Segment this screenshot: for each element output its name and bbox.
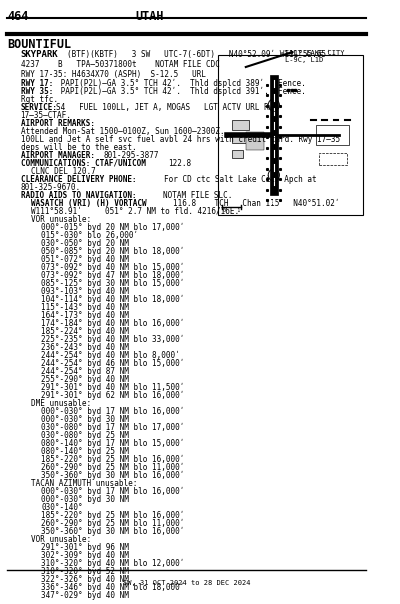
Bar bbox=[316, 125, 348, 145]
Text: VOR unusable:: VOR unusable: bbox=[31, 535, 91, 544]
Text: SKYPARK: SKYPARK bbox=[20, 50, 58, 59]
Text: 4237    B   TPA—50371800t    NOTAM FILE CDC: 4237 B TPA—50371800t NOTAM FILE CDC bbox=[20, 60, 220, 69]
Bar bbox=[232, 150, 243, 158]
Text: 291°-301° byd 40 NM blo 11,500ʹ: 291°-301° byd 40 NM blo 11,500ʹ bbox=[41, 383, 184, 392]
Text: RWY 17:: RWY 17: bbox=[20, 79, 53, 88]
Text: 0    1: 0 1 bbox=[223, 208, 240, 213]
Text: 051°-072° byd 40 NM: 051°-072° byd 40 NM bbox=[41, 255, 129, 264]
Text: 801-325-9670.: 801-325-9670. bbox=[20, 183, 81, 192]
Bar bbox=[246, 132, 264, 150]
Text: AIRPORT REMARKS:: AIRPORT REMARKS: bbox=[20, 119, 94, 128]
Text: CLEARANCE DELIVERY PHONE:: CLEARANCE DELIVERY PHONE: bbox=[20, 175, 136, 184]
Text: 000°-030° byd 30 NM: 000°-030° byd 30 NM bbox=[41, 495, 129, 504]
Text: 336°-346° byd 40 NM blo 18,000ʹ: 336°-346° byd 40 NM blo 18,000ʹ bbox=[41, 583, 184, 592]
Text: 104°-114° byd 40 NM blo 18,000ʹ: 104°-114° byd 40 NM blo 18,000ʹ bbox=[41, 295, 184, 304]
Text: 030°-080° byd 25 NM: 030°-080° byd 25 NM bbox=[41, 431, 129, 440]
Text: RWY 17-35: H4634X70 (ASPH)  S-12.5   URL: RWY 17-35: H4634X70 (ASPH) S-12.5 URL bbox=[20, 70, 206, 79]
Text: 050°-085° byd 20 NM blo 18,000ʹ: 050°-085° byd 20 NM blo 18,000ʹ bbox=[41, 247, 184, 256]
Text: 030°-080° byd 17 NM blo 17,000ʹ: 030°-080° byd 17 NM blo 17,000ʹ bbox=[41, 423, 184, 432]
Text: 185°-220° byd 25 NM blo 16,000ʹ: 185°-220° byd 25 NM blo 16,000ʹ bbox=[41, 511, 184, 520]
Text: RWY 35:: RWY 35: bbox=[20, 87, 53, 96]
Text: 291°-301° byd 96 NM: 291°-301° byd 96 NM bbox=[41, 543, 129, 552]
Text: 000°-030° byd 17 NM blo 16,000ʹ: 000°-030° byd 17 NM blo 16,000ʹ bbox=[41, 487, 184, 496]
Text: 310°-320° byd 40 NM blo 12,000ʹ: 310°-320° byd 40 NM blo 12,000ʹ bbox=[41, 559, 184, 568]
Text: 000°-030° byd 17 NM blo 16,000ʹ: 000°-030° byd 17 NM blo 16,000ʹ bbox=[41, 407, 184, 416]
Text: 347°-029° byd 40 NM: 347°-029° byd 40 NM bbox=[41, 591, 129, 600]
Text: 244°-254° byd 46 NM blo 15,000ʹ: 244°-254° byd 46 NM blo 15,000ʹ bbox=[41, 359, 184, 368]
Text: 17: 17 bbox=[270, 66, 278, 71]
Text: W111°58.91ʹ     051° 2.7 NM to fld. 4216/16E.: W111°58.91ʹ 051° 2.7 NM to fld. 4216/16E… bbox=[31, 207, 239, 216]
Text: 244°-254° byd 87 NM: 244°-254° byd 87 NM bbox=[41, 367, 129, 376]
Text: COMMUNICATIONS: CTAF/UNICOM: COMMUNICATIONS: CTAF/UNICOM bbox=[20, 159, 146, 168]
Text: SALT LAKE CITY
L-9C, L1D: SALT LAKE CITY L-9C, L1D bbox=[285, 50, 344, 63]
Text: 35: 35 bbox=[270, 201, 278, 205]
Text: 244°-254° byd 40 NM blo 8,000ʹ: 244°-254° byd 40 NM blo 8,000ʹ bbox=[41, 351, 180, 360]
Text: 260°-290° byd 25 NM blo 11,000ʹ: 260°-290° byd 25 NM blo 11,000ʹ bbox=[41, 463, 184, 472]
Bar bbox=[319, 153, 347, 165]
Text: UTAH: UTAH bbox=[135, 10, 164, 23]
Text: 302°-309° byd 40 NM: 302°-309° byd 40 NM bbox=[41, 551, 129, 560]
Bar bbox=[232, 135, 248, 143]
Text: 310°-320° byd 52 NM: 310°-320° byd 52 NM bbox=[41, 567, 129, 576]
Text: Attended Mon-Sat 1500–0100Z, Sun 1600–2300Z.: Attended Mon-Sat 1500–0100Z, Sun 1600–23… bbox=[20, 127, 224, 136]
Text: 115°-143° byd 40 NM: 115°-143° byd 40 NM bbox=[41, 303, 129, 312]
Text: 030°-050° byd 20 NM: 030°-050° byd 20 NM bbox=[41, 239, 129, 248]
Text: 322°-326° byd 40 NM: 322°-326° byd 40 NM bbox=[41, 575, 129, 584]
Text: 255°-290° byd 40 NM: 255°-290° byd 40 NM bbox=[41, 375, 129, 384]
Text: 164°-173° byd 40 NM: 164°-173° byd 40 NM bbox=[41, 311, 129, 320]
Text: RADIO AIDS TO NAVIGATION:: RADIO AIDS TO NAVIGATION: bbox=[20, 191, 136, 200]
Text: 000°-030° byd 30 NM: 000°-030° byd 30 NM bbox=[41, 415, 129, 424]
Bar bbox=[232, 120, 248, 130]
Text: AIRPORT MANAGER:: AIRPORT MANAGER: bbox=[20, 151, 94, 160]
Text: For CD ctc Salt Lake City Apch at: For CD ctc Salt Lake City Apch at bbox=[164, 175, 316, 184]
Text: 291°-301° byd 62 NM blo 16,000ʹ: 291°-301° byd 62 NM blo 16,000ʹ bbox=[41, 391, 184, 400]
Text: WASATCH (VRI) (H) VORTACW: WASATCH (VRI) (H) VORTACW bbox=[31, 199, 146, 208]
Text: 174°-184° byd 40 NM blo 16,000ʹ: 174°-184° byd 40 NM blo 16,000ʹ bbox=[41, 319, 184, 328]
Text: 000°-015° byd 20 NM blo 17,000ʹ: 000°-015° byd 20 NM blo 17,000ʹ bbox=[41, 223, 184, 232]
Text: 080°-140° byd 25 NM: 080°-140° byd 25 NM bbox=[41, 447, 129, 456]
Text: 122.8: 122.8 bbox=[168, 159, 191, 168]
Text: 350°-360° byd 30 NM blo 16,000ʹ: 350°-360° byd 30 NM blo 16,000ʹ bbox=[41, 527, 184, 536]
Text: 093°-103° byd 40 NM: 093°-103° byd 40 NM bbox=[41, 287, 129, 296]
Text: S4   FUEL 100LL, JET A, MOGAS   LGT ACTV URL Rwy: S4 FUEL 100LL, JET A, MOGAS LGT ACTV URL… bbox=[56, 103, 278, 112]
Text: 225°-235° byd 40 NM blo 33,000ʹ: 225°-235° byd 40 NM blo 33,000ʹ bbox=[41, 335, 184, 344]
Text: (BTF)(KBTF)   3 SW   UTC-7(-6DT)   N40°52.09ʹ W111°55.65ʹ: (BTF)(KBTF) 3 SW UTC-7(-6DT) N40°52.09ʹ … bbox=[67, 50, 331, 59]
Text: 185°-224° byd 40 NM: 185°-224° byd 40 NM bbox=[41, 327, 129, 336]
Text: 100LL and Jet A self svc fuel avbl 24 hrs with credit card. Rwy 17–35: 100LL and Jet A self svc fuel avbl 24 hr… bbox=[20, 135, 340, 144]
Text: DME unusable:: DME unusable: bbox=[31, 399, 91, 408]
Bar bbox=[270, 75, 278, 195]
Text: 116.8    TCH   Chan 115   N40°51.02ʹ: 116.8 TCH Chan 115 N40°51.02ʹ bbox=[173, 199, 339, 208]
Text: 073°-092° byd 47 NM blo 18,000ʹ: 073°-092° byd 47 NM blo 18,000ʹ bbox=[41, 271, 184, 280]
Text: VOR unusable:: VOR unusable: bbox=[31, 215, 91, 224]
Text: deps will be to the east.: deps will be to the east. bbox=[20, 143, 136, 152]
Text: 030°-140°: 030°-140° bbox=[41, 503, 83, 512]
Text: 185°-220° byd 25 NM blo 16,000ʹ: 185°-220° byd 25 NM blo 16,000ʹ bbox=[41, 455, 184, 464]
Text: Rgt tfc.: Rgt tfc. bbox=[20, 95, 58, 104]
Text: 073°-092° byd 40 NM blo 15,000ʹ: 073°-092° byd 40 NM blo 15,000ʹ bbox=[41, 263, 184, 272]
Text: 260°-290° byd 25 NM blo 11,000ʹ: 260°-290° byd 25 NM blo 11,000ʹ bbox=[41, 519, 184, 528]
Text: 085°-125° byd 30 NM blo 15,000ʹ: 085°-125° byd 30 NM blo 15,000ʹ bbox=[41, 279, 184, 288]
Text: SERVICE:: SERVICE: bbox=[20, 103, 58, 112]
Text: BOUNTIFUL: BOUNTIFUL bbox=[8, 38, 72, 51]
Text: PAPI(P2L)—GA 3.5° TCH 42ʹ.  Thld dsplcd 389ʹ.  Fence.: PAPI(P2L)—GA 3.5° TCH 42ʹ. Thld dsplcd 3… bbox=[56, 79, 306, 88]
Text: NOTAM FILE SLC.: NOTAM FILE SLC. bbox=[163, 191, 232, 200]
Text: 015°-030° blo 26,000ʹ: 015°-030° blo 26,000ʹ bbox=[41, 231, 138, 240]
Text: 464: 464 bbox=[8, 10, 29, 23]
Bar bbox=[218, 55, 363, 215]
Text: 350°-360° byd 30 NM blo 16,000ʹ: 350°-360° byd 30 NM blo 16,000ʹ bbox=[41, 471, 184, 480]
Text: 801-295-3877: 801-295-3877 bbox=[104, 151, 159, 160]
Text: SW, 31 OCT 2024 to 28 DEC 2024: SW, 31 OCT 2024 to 28 DEC 2024 bbox=[123, 580, 251, 586]
Text: 080°-140° byd 17 NM blo 15,000ʹ: 080°-140° byd 17 NM blo 15,000ʹ bbox=[41, 439, 184, 448]
Text: PAPI(P2L)—GA 3.5° TCH 42ʹ.  Thld dsplcd 391ʹ.  Fence.: PAPI(P2L)—GA 3.5° TCH 42ʹ. Thld dsplcd 3… bbox=[56, 87, 306, 96]
Text: TACAN AZIMUTH unusable:: TACAN AZIMUTH unusable: bbox=[31, 479, 137, 488]
Text: 17–35—CTAF.: 17–35—CTAF. bbox=[20, 111, 72, 120]
Text: 236°-243° byd 40 NM: 236°-243° byd 40 NM bbox=[41, 343, 129, 352]
Text: CLNC DEL 120.7: CLNC DEL 120.7 bbox=[31, 167, 96, 176]
